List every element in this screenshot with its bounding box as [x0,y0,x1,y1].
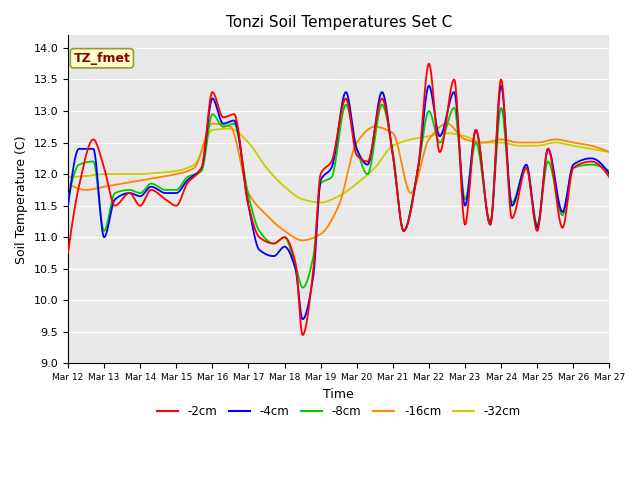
Y-axis label: Soil Temperature (C): Soil Temperature (C) [15,135,28,264]
Legend: -2cm, -4cm, -8cm, -16cm, -32cm: -2cm, -4cm, -8cm, -16cm, -32cm [152,401,525,423]
Title: Tonzi Soil Temperatures Set C: Tonzi Soil Temperatures Set C [225,15,452,30]
X-axis label: Time: Time [323,388,354,401]
Text: TZ_fmet: TZ_fmet [74,52,131,65]
